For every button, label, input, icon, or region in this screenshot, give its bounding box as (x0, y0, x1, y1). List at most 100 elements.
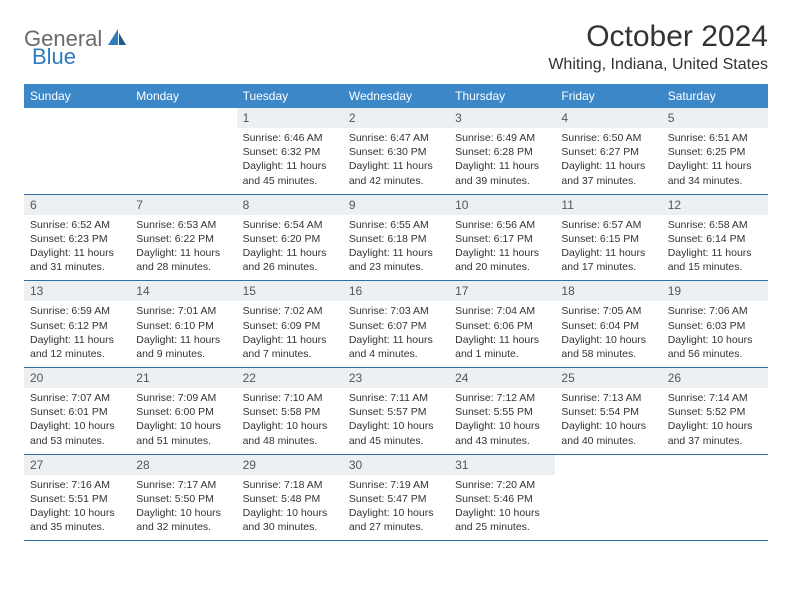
day-number: 13 (24, 281, 130, 301)
daylight-text: Daylight: 10 hours and 51 minutes. (136, 419, 230, 447)
sunrise-text: Sunrise: 7:06 AM (668, 304, 762, 318)
day-details: Sunrise: 6:49 AMSunset: 6:28 PMDaylight:… (449, 128, 555, 194)
header: General October 2024 Whiting, Indiana, U… (24, 20, 768, 74)
day-number: 29 (237, 455, 343, 475)
sunrise-text: Sunrise: 6:56 AM (455, 218, 549, 232)
calendar-day-cell: 29Sunrise: 7:18 AMSunset: 5:48 PMDayligh… (237, 454, 343, 541)
sunrise-text: Sunrise: 6:47 AM (349, 131, 443, 145)
sunrise-text: Sunrise: 7:12 AM (455, 391, 549, 405)
sunrise-text: Sunrise: 7:07 AM (30, 391, 124, 405)
day-number: 3 (449, 108, 555, 128)
daylight-text: Daylight: 11 hours and 34 minutes. (668, 159, 762, 187)
daylight-text: Daylight: 11 hours and 1 minute. (455, 333, 549, 361)
daylight-text: Daylight: 11 hours and 42 minutes. (349, 159, 443, 187)
calendar-day-cell: 7Sunrise: 6:53 AMSunset: 6:22 PMDaylight… (130, 194, 236, 281)
calendar-day-cell: 2Sunrise: 6:47 AMSunset: 6:30 PMDaylight… (343, 108, 449, 194)
sunset-text: Sunset: 5:57 PM (349, 405, 443, 419)
day-details: Sunrise: 7:05 AMSunset: 6:04 PMDaylight:… (555, 301, 661, 367)
daylight-text: Daylight: 10 hours and 45 minutes. (349, 419, 443, 447)
sunset-text: Sunset: 6:01 PM (30, 405, 124, 419)
day-number: 18 (555, 281, 661, 301)
daylight-text: Daylight: 10 hours and 53 minutes. (30, 419, 124, 447)
sunrise-text: Sunrise: 7:14 AM (668, 391, 762, 405)
sunset-text: Sunset: 6:12 PM (30, 319, 124, 333)
sunrise-text: Sunrise: 6:55 AM (349, 218, 443, 232)
calendar-day-cell (130, 108, 236, 194)
sunrise-text: Sunrise: 7:10 AM (243, 391, 337, 405)
daylight-text: Daylight: 11 hours and 37 minutes. (561, 159, 655, 187)
sunset-text: Sunset: 6:17 PM (455, 232, 549, 246)
daylight-text: Daylight: 10 hours and 32 minutes. (136, 506, 230, 534)
daylight-text: Daylight: 11 hours and 7 minutes. (243, 333, 337, 361)
day-number: 15 (237, 281, 343, 301)
sunset-text: Sunset: 6:22 PM (136, 232, 230, 246)
day-details: Sunrise: 6:46 AMSunset: 6:32 PMDaylight:… (237, 128, 343, 194)
calendar-day-cell: 25Sunrise: 7:13 AMSunset: 5:54 PMDayligh… (555, 368, 661, 455)
day-details: Sunrise: 7:03 AMSunset: 6:07 PMDaylight:… (343, 301, 449, 367)
sunrise-text: Sunrise: 7:19 AM (349, 478, 443, 492)
day-number: 12 (662, 195, 768, 215)
calendar-week-row: 6Sunrise: 6:52 AMSunset: 6:23 PMDaylight… (24, 194, 768, 281)
calendar-table: Sunday Monday Tuesday Wednesday Thursday… (24, 84, 768, 541)
sunrise-text: Sunrise: 6:59 AM (30, 304, 124, 318)
day-number: 25 (555, 368, 661, 388)
sunrise-text: Sunrise: 7:13 AM (561, 391, 655, 405)
sunset-text: Sunset: 5:55 PM (455, 405, 549, 419)
calendar-day-cell: 26Sunrise: 7:14 AMSunset: 5:52 PMDayligh… (662, 368, 768, 455)
sunset-text: Sunset: 6:14 PM (668, 232, 762, 246)
calendar-day-cell: 21Sunrise: 7:09 AMSunset: 6:00 PMDayligh… (130, 368, 236, 455)
day-number: 28 (130, 455, 236, 475)
sunset-text: Sunset: 5:51 PM (30, 492, 124, 506)
day-number: 17 (449, 281, 555, 301)
sunset-text: Sunset: 6:10 PM (136, 319, 230, 333)
daylight-text: Daylight: 10 hours and 25 minutes. (455, 506, 549, 534)
calendar-day-cell (662, 454, 768, 541)
day-number: 21 (130, 368, 236, 388)
day-details: Sunrise: 6:47 AMSunset: 6:30 PMDaylight:… (343, 128, 449, 194)
location: Whiting, Indiana, United States (548, 56, 768, 74)
weekday-header: Wednesday (343, 84, 449, 108)
calendar-day-cell: 18Sunrise: 7:05 AMSunset: 6:04 PMDayligh… (555, 281, 661, 368)
sunset-text: Sunset: 6:20 PM (243, 232, 337, 246)
day-number: 23 (343, 368, 449, 388)
calendar-day-cell: 19Sunrise: 7:06 AMSunset: 6:03 PMDayligh… (662, 281, 768, 368)
sunrise-text: Sunrise: 6:54 AM (243, 218, 337, 232)
sunset-text: Sunset: 6:09 PM (243, 319, 337, 333)
calendar-body: 1Sunrise: 6:46 AMSunset: 6:32 PMDaylight… (24, 108, 768, 541)
calendar-day-cell: 14Sunrise: 7:01 AMSunset: 6:10 PMDayligh… (130, 281, 236, 368)
calendar-day-cell: 17Sunrise: 7:04 AMSunset: 6:06 PMDayligh… (449, 281, 555, 368)
daylight-text: Daylight: 10 hours and 35 minutes. (30, 506, 124, 534)
day-details: Sunrise: 6:56 AMSunset: 6:17 PMDaylight:… (449, 215, 555, 281)
sunset-text: Sunset: 5:58 PM (243, 405, 337, 419)
day-number: 10 (449, 195, 555, 215)
calendar-day-cell: 24Sunrise: 7:12 AMSunset: 5:55 PMDayligh… (449, 368, 555, 455)
daylight-text: Daylight: 11 hours and 45 minutes. (243, 159, 337, 187)
sunrise-text: Sunrise: 7:16 AM (30, 478, 124, 492)
calendar-day-cell: 10Sunrise: 6:56 AMSunset: 6:17 PMDayligh… (449, 194, 555, 281)
day-details: Sunrise: 6:54 AMSunset: 6:20 PMDaylight:… (237, 215, 343, 281)
day-details: Sunrise: 7:12 AMSunset: 5:55 PMDaylight:… (449, 388, 555, 454)
sunset-text: Sunset: 6:04 PM (561, 319, 655, 333)
calendar-day-cell: 9Sunrise: 6:55 AMSunset: 6:18 PMDaylight… (343, 194, 449, 281)
calendar-day-cell: 30Sunrise: 7:19 AMSunset: 5:47 PMDayligh… (343, 454, 449, 541)
calendar-day-cell: 16Sunrise: 7:03 AMSunset: 6:07 PMDayligh… (343, 281, 449, 368)
weekday-header: Thursday (449, 84, 555, 108)
day-number: 9 (343, 195, 449, 215)
day-details: Sunrise: 7:07 AMSunset: 6:01 PMDaylight:… (24, 388, 130, 454)
day-details: Sunrise: 7:11 AMSunset: 5:57 PMDaylight:… (343, 388, 449, 454)
day-details: Sunrise: 7:17 AMSunset: 5:50 PMDaylight:… (130, 475, 236, 541)
daylight-text: Daylight: 11 hours and 9 minutes. (136, 333, 230, 361)
calendar-day-cell (24, 108, 130, 194)
sunset-text: Sunset: 6:07 PM (349, 319, 443, 333)
day-number: 7 (130, 195, 236, 215)
day-details: Sunrise: 6:53 AMSunset: 6:22 PMDaylight:… (130, 215, 236, 281)
sunrise-text: Sunrise: 7:09 AM (136, 391, 230, 405)
day-details: Sunrise: 7:13 AMSunset: 5:54 PMDaylight:… (555, 388, 661, 454)
day-details: Sunrise: 7:14 AMSunset: 5:52 PMDaylight:… (662, 388, 768, 454)
sunrise-text: Sunrise: 6:51 AM (668, 131, 762, 145)
day-number: 30 (343, 455, 449, 475)
day-number: 2 (343, 108, 449, 128)
day-details: Sunrise: 7:19 AMSunset: 5:47 PMDaylight:… (343, 475, 449, 541)
sunset-text: Sunset: 6:25 PM (668, 145, 762, 159)
day-details: Sunrise: 6:57 AMSunset: 6:15 PMDaylight:… (555, 215, 661, 281)
